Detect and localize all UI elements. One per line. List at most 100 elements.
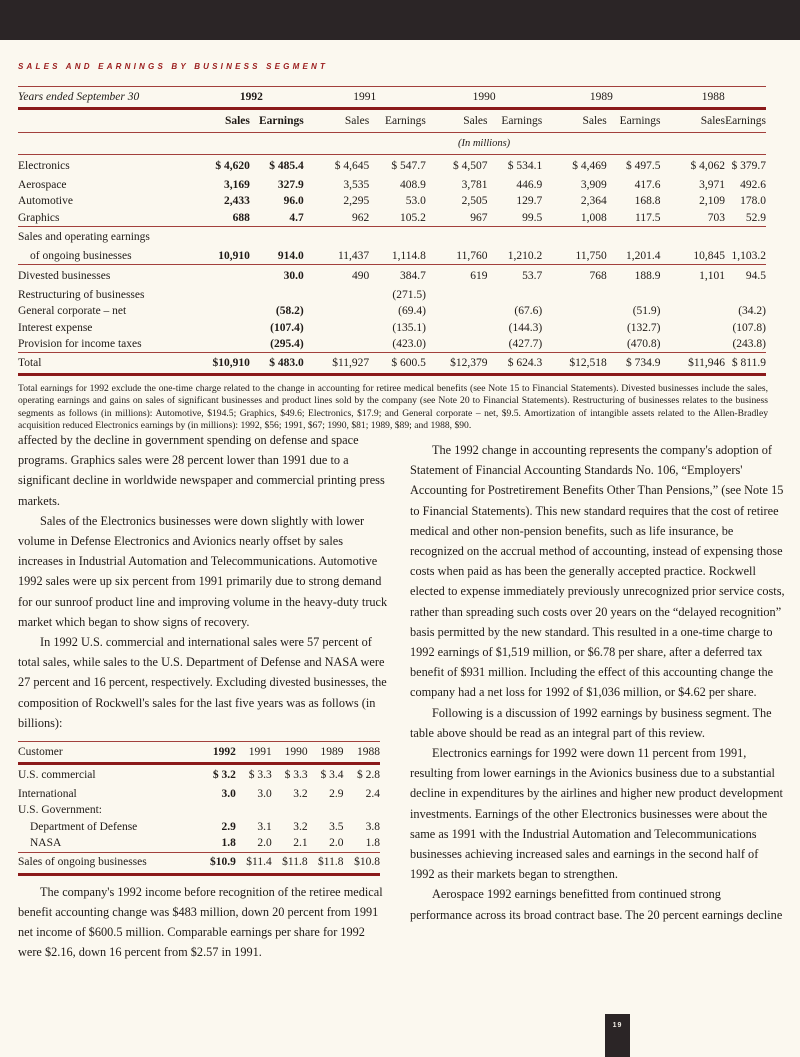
cell-value: $ 600.5 bbox=[369, 352, 426, 375]
cell-value: $ 4,469 bbox=[542, 154, 607, 177]
cell-value: $ 3.4 bbox=[320, 769, 344, 782]
sales-header: Sales bbox=[303, 107, 370, 133]
cell-value bbox=[308, 802, 344, 819]
sales-header: Sales bbox=[542, 107, 607, 133]
cell-value bbox=[542, 303, 607, 320]
cell-value: $ 624.3 bbox=[487, 352, 543, 375]
cell-value: 1,103.2 bbox=[731, 250, 767, 262]
right-column: The 1992 change in accounting represents… bbox=[410, 440, 785, 925]
table-row: U.S. Government: bbox=[18, 802, 380, 819]
cell-value: $ 2.8 bbox=[357, 769, 380, 782]
table-row: of ongoing businesses 10,910 914.0 11,437 1,… bbox=[18, 248, 766, 265]
table-row: Sales and operating earnings bbox=[18, 225, 766, 248]
cell-value: 2.9 bbox=[221, 820, 236, 833]
cell-value: $ 4,062 bbox=[660, 154, 726, 177]
cell-value bbox=[487, 287, 542, 304]
left-column: affected by the decline in government sp… bbox=[18, 430, 390, 962]
cell-value: (107.8) bbox=[732, 321, 766, 334]
blank bbox=[18, 373, 766, 377]
cell-value bbox=[725, 225, 766, 248]
cell-value: 188.9 bbox=[606, 264, 661, 287]
total-row: Sales of ongoing businesses $10.9 $11.4 $11… bbox=[18, 852, 380, 875]
cell-value: 2,433 bbox=[224, 195, 250, 208]
cell-value: $11,927 bbox=[303, 352, 370, 375]
cell-value: 446.9 bbox=[516, 178, 543, 191]
cell-value: 417.6 bbox=[634, 178, 661, 191]
row-label: Electronics bbox=[18, 154, 200, 177]
cell-value: 11,750 bbox=[575, 250, 607, 262]
table-bottom-rule bbox=[18, 373, 766, 377]
column-header: 1988 bbox=[357, 745, 380, 758]
blank bbox=[369, 132, 426, 155]
table-row: Automotive 2,433 96.0 2,295 53.0 2,505 129.7 2,… bbox=[18, 193, 766, 210]
cell-value: (423.0) bbox=[392, 338, 426, 350]
earnings-header: Earnings bbox=[369, 107, 426, 133]
sales-header: Sales bbox=[199, 107, 250, 133]
cell-value: 99.5 bbox=[522, 211, 543, 224]
cell-value: (135.1) bbox=[392, 321, 426, 334]
cell-value: 3.0 bbox=[221, 787, 236, 800]
cell-value: 703 bbox=[707, 211, 726, 224]
cell-value: 4.7 bbox=[289, 211, 304, 224]
cell-value: 3.1 bbox=[257, 820, 272, 833]
blank bbox=[199, 132, 250, 155]
row-label: Department of Defense bbox=[30, 820, 138, 833]
cell-value: $ 3.2 bbox=[212, 769, 236, 782]
cell-value: $11.8 bbox=[282, 856, 308, 869]
cell-value: $10.8 bbox=[354, 856, 380, 869]
cell-value: 768 bbox=[542, 264, 607, 287]
cell-value: 3,169 bbox=[224, 178, 250, 191]
blank bbox=[542, 132, 607, 155]
cell-value: 492.6 bbox=[740, 178, 766, 191]
cell-value: (58.2) bbox=[275, 305, 304, 318]
cell-value: 3.5 bbox=[329, 820, 344, 833]
cell-value: 11,437 bbox=[337, 250, 370, 262]
cell-value: $ 4,620 bbox=[199, 154, 250, 177]
cell-value: $ 547.7 bbox=[369, 154, 426, 177]
cell-value bbox=[236, 802, 272, 819]
cell-value bbox=[487, 225, 543, 248]
row-label: Automotive bbox=[18, 195, 73, 208]
cell-value: $12,379 bbox=[425, 352, 488, 375]
page-number: 19 bbox=[605, 1014, 630, 1057]
units-note: (In millions) bbox=[425, 132, 543, 155]
cell-value bbox=[199, 303, 250, 320]
cell-value: $11,946 bbox=[660, 352, 726, 375]
table-row: International 3.0 3.0 3.2 2.9 2.4 bbox=[18, 786, 380, 803]
table-row: U.S. commercial $ 3.2 $ 3.3 $ 3.3 $ 3.4 $ 2.8 bbox=[18, 764, 380, 786]
body-paragraph: Electronics earnings for 1992 were down … bbox=[410, 746, 783, 882]
cell-value: $ 811.9 bbox=[725, 352, 766, 375]
cell-value: 2,295 bbox=[343, 195, 370, 208]
column-header: 1991 bbox=[248, 745, 272, 758]
cell-value: 168.8 bbox=[634, 195, 661, 208]
cell-value: 3,909 bbox=[580, 178, 607, 191]
cell-value bbox=[369, 225, 426, 248]
cell-value bbox=[725, 287, 766, 304]
body-paragraph: The company's 1992 income before recogni… bbox=[18, 884, 383, 960]
cell-value bbox=[426, 320, 488, 337]
cell-value: 3.2 bbox=[293, 787, 308, 800]
row-label: of ongoing businesses bbox=[30, 250, 132, 262]
table-row: Electronics $ 4,620 $ 485.4 $ 4,645 $ 547.7 $… bbox=[18, 154, 766, 177]
blank bbox=[660, 132, 726, 155]
column-header: Customer bbox=[18, 745, 63, 758]
cell-value bbox=[542, 225, 607, 248]
cell-value: (34.2) bbox=[738, 305, 766, 318]
table-row: Department of Defense 2.9 3.1 3.2 3.5 3.8 bbox=[18, 819, 380, 836]
row-label: Sales and operating earnings bbox=[18, 225, 200, 248]
body-paragraph: The 1992 change in accounting represents… bbox=[410, 443, 785, 700]
cell-value: 1,008 bbox=[580, 211, 607, 224]
cell-value: 2.4 bbox=[365, 787, 380, 800]
row-label: NASA bbox=[30, 837, 62, 850]
column-header: 1990 bbox=[284, 745, 308, 758]
cell-value: (271.5) bbox=[392, 288, 426, 301]
cell-value: $ 379.7 bbox=[725, 154, 766, 177]
sales-header: Sales bbox=[660, 107, 726, 133]
sales-header: Sales bbox=[425, 107, 488, 133]
cell-value: 408.9 bbox=[400, 178, 426, 191]
cell-value: 3.2 bbox=[293, 820, 308, 833]
cell-value: 105.2 bbox=[400, 211, 426, 224]
row-label: U.S. commercial bbox=[18, 769, 96, 782]
earnings-header: Earnings bbox=[606, 107, 661, 133]
cell-value: 53.7 bbox=[487, 264, 543, 287]
